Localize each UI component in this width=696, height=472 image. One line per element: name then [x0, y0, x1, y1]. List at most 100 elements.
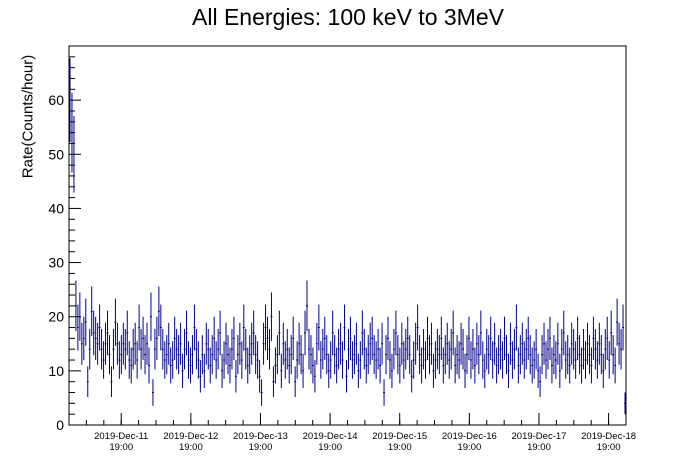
- data-point: [442, 347, 445, 384]
- data-point: [323, 316, 326, 361]
- data-point: [424, 341, 427, 379]
- x-tick-label-time: 19:00: [179, 442, 203, 453]
- data-point: [580, 347, 583, 384]
- data-point: [207, 328, 210, 370]
- data-point: [554, 341, 557, 379]
- data-point: [373, 335, 376, 375]
- data-point: [479, 310, 482, 356]
- data-point: [428, 335, 431, 375]
- data-point: [307, 328, 310, 370]
- data-point: [345, 360, 348, 393]
- data-point: [543, 322, 546, 365]
- data-point: [90, 286, 93, 337]
- data-point: [572, 328, 575, 370]
- data-point: [151, 379, 154, 406]
- data-point: [286, 328, 289, 370]
- x-tick-label-time: 19:00: [597, 442, 621, 453]
- data-point: [564, 341, 567, 379]
- data-point: [422, 328, 425, 370]
- data-point: [624, 392, 626, 415]
- data-point: [438, 335, 441, 375]
- data-point: [418, 335, 421, 375]
- data-point: [118, 341, 121, 379]
- data-point: [590, 347, 593, 384]
- data-point: [300, 335, 303, 375]
- data-point: [126, 310, 129, 356]
- data-point: [446, 322, 449, 365]
- data-series: [69, 58, 626, 415]
- data-point: [317, 304, 320, 351]
- data-point: [122, 322, 125, 365]
- data-point: [533, 341, 536, 379]
- data-point: [284, 341, 287, 379]
- data-point: [434, 341, 437, 379]
- x-tick-label-time: 19:00: [457, 442, 481, 453]
- data-point: [477, 335, 480, 375]
- data-point: [600, 335, 603, 375]
- data-point: [213, 316, 216, 361]
- data-point: [201, 335, 204, 375]
- data-point: [464, 353, 467, 388]
- data-point: [501, 341, 504, 379]
- data-point: [191, 335, 194, 375]
- data-point: [598, 322, 601, 365]
- x-axis: 2019-Dec-1119:002019-Dec-1219:002019-Dec…: [68, 413, 636, 453]
- y-axis: 0 10 20 30 40 50 60: [48, 45, 81, 433]
- data-point: [138, 304, 141, 351]
- data-point: [560, 328, 563, 370]
- data-point: [177, 335, 180, 375]
- data-point: [448, 341, 451, 379]
- data-point: [347, 328, 350, 370]
- data-point: [469, 341, 472, 379]
- data-point: [412, 341, 415, 379]
- data-point: [550, 347, 553, 384]
- data-point: [381, 322, 384, 365]
- data-point: [471, 328, 474, 370]
- data-point: [552, 335, 555, 375]
- data-point: [584, 341, 587, 379]
- data-point: [225, 322, 228, 365]
- data-point: [260, 379, 263, 406]
- data-point: [359, 341, 362, 379]
- data-point: [610, 310, 613, 356]
- data-point: [531, 347, 534, 384]
- data-point: [592, 316, 595, 361]
- data-point: [570, 322, 573, 365]
- y-tick-label: 40: [48, 200, 64, 216]
- data-point: [221, 353, 224, 388]
- data-point: [454, 347, 457, 384]
- data-point: [157, 286, 160, 337]
- data-point: [363, 328, 366, 370]
- data-point: [582, 328, 585, 370]
- x-tick-label-date: 2019-Dec-14: [303, 431, 358, 442]
- data-point: [537, 353, 540, 388]
- data-point: [232, 316, 235, 361]
- data-point: [173, 316, 176, 361]
- data-point: [586, 322, 589, 365]
- data-point: [315, 322, 318, 365]
- data-point: [134, 322, 137, 365]
- data-point: [505, 335, 508, 375]
- data-point: [618, 322, 621, 365]
- data-point: [258, 360, 261, 393]
- data-point: [385, 335, 388, 375]
- x-tick-label-time: 19:00: [318, 442, 342, 453]
- data-point: [163, 341, 166, 379]
- x-tick-label-date: 2019-Dec-12: [163, 431, 218, 442]
- data-point: [302, 353, 305, 388]
- data-point: [120, 335, 123, 375]
- data-point: [193, 304, 196, 351]
- data-point: [69, 58, 71, 143]
- data-point: [179, 322, 182, 365]
- data-point: [487, 335, 490, 375]
- data-point: [458, 341, 461, 379]
- data-point: [432, 353, 435, 388]
- data-point: [612, 335, 615, 375]
- data-point: [383, 379, 386, 406]
- data-point: [88, 328, 91, 370]
- data-point: [333, 335, 336, 375]
- data-point: [495, 347, 498, 384]
- data-point: [485, 328, 488, 370]
- data-point: [604, 328, 607, 370]
